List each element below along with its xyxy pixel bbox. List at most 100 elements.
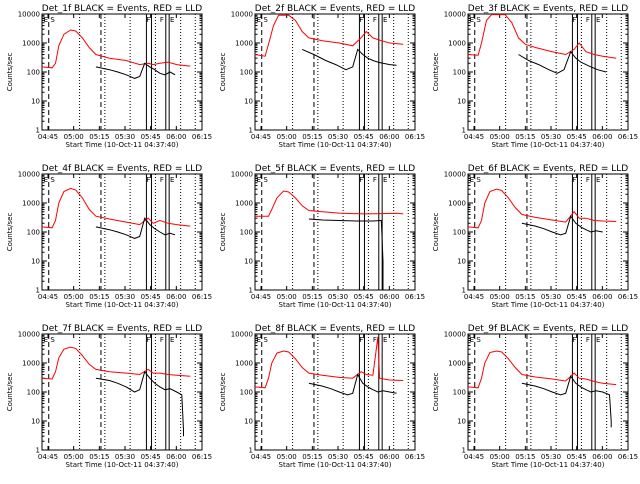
y-axis-label: Counts/sec — [432, 53, 440, 92]
time-marker-label: F — [160, 16, 164, 24]
time-marker-label: E — [470, 176, 474, 184]
time-marker-label: S — [476, 16, 481, 24]
time-marker-label: E — [257, 336, 261, 344]
y-tick-label: 1000 — [235, 200, 253, 208]
x-tick-label: 05:45 — [567, 293, 587, 301]
y-axis-label: Counts/sec — [219, 373, 227, 412]
x-axis-label: Start Time (10-Oct-11 04:37:40) — [66, 461, 179, 469]
y-tick-label: 10000 — [231, 331, 253, 339]
y-tick-label: 10 — [457, 418, 466, 426]
panel-3: Det_3f BLACK = Events, RED = LLD 1 10 100 10… — [432, 4, 638, 149]
x-tick-label: 05:30 — [541, 293, 561, 301]
y-tick-label: 1 — [36, 287, 40, 295]
x-axis-label: Start Time (10-Oct-11 04:37:40) — [279, 461, 392, 469]
y-tick-label: 10 — [244, 418, 253, 426]
panel-9: Det_9f BLACK = Events, RED = LLD 1 10 100 10… — [432, 324, 638, 469]
time-marker-label: E — [44, 336, 48, 344]
x-tick-label: 05:00 — [490, 133, 510, 141]
plot-frame — [254, 173, 416, 291]
panel-title: Det_6f BLACK = Events, RED = LLD — [468, 164, 628, 174]
panel-title: Det_1f BLACK = Events, RED = LLD — [42, 4, 202, 14]
x-tick-label: 06:00 — [379, 133, 399, 141]
events-series-line — [95, 370, 184, 437]
lld-series-line — [41, 187, 191, 229]
time-marker-label: F — [359, 336, 363, 344]
y-tick-label: 10 — [244, 98, 253, 106]
events-series-line — [521, 375, 612, 428]
y-tick-label: 1 — [36, 127, 40, 135]
x-tick-label: 04:45 — [251, 133, 271, 141]
y-tick-label: 1000 — [448, 200, 466, 208]
x-tick-label: 06:00 — [166, 453, 186, 461]
panel-title: Det_3f BLACK = Events, RED = LLD — [468, 4, 628, 14]
plot-frame — [254, 13, 416, 131]
lld-series-line — [467, 188, 617, 229]
time-marker-label: E — [383, 16, 387, 24]
x-tick-label: 05:30 — [115, 293, 135, 301]
x-tick-label: 05:45 — [567, 453, 587, 461]
x-tick-label: 05:30 — [328, 293, 348, 301]
y-tick-label: 10000 — [444, 171, 466, 179]
y-tick-label: 100 — [453, 229, 466, 237]
x-tick-label: 05:00 — [277, 133, 297, 141]
y-tick-label: 1000 — [22, 360, 40, 368]
x-tick-label: 04:45 — [251, 293, 271, 301]
y-tick-label: 1000 — [22, 200, 40, 208]
x-tick-label: 05:45 — [354, 293, 374, 301]
y-tick-label: 10 — [244, 258, 253, 266]
time-marker-label: F — [572, 16, 576, 24]
x-axis-label: Start Time (10-Oct-11 04:37:40) — [279, 141, 392, 149]
lld-series-line — [467, 350, 617, 389]
time-marker-label: F — [373, 176, 377, 184]
y-tick-label: 100 — [240, 389, 253, 397]
x-tick-label: 06:00 — [379, 293, 399, 301]
y-axis-label: Counts/sec — [6, 53, 14, 92]
y-tick-label: 10000 — [18, 171, 40, 179]
x-tick-label: 05:00 — [277, 293, 297, 301]
x-tick-label: 05:15 — [89, 453, 109, 461]
x-tick-label: 06:15 — [192, 133, 212, 141]
panel-title: Det_7f BLACK = Events, RED = LLD — [42, 324, 202, 334]
x-tick-label: 05:15 — [515, 453, 535, 461]
y-tick-label: 1 — [249, 127, 253, 135]
x-tick-label: 05:45 — [141, 453, 161, 461]
time-marker-label: F — [373, 16, 377, 24]
y-tick-label: 1000 — [235, 360, 253, 368]
x-tick-label: 05:00 — [277, 453, 297, 461]
x-tick-label: 06:15 — [192, 453, 212, 461]
x-tick-label: 05:15 — [302, 133, 322, 141]
y-tick-label: 1000 — [22, 40, 40, 48]
y-axis-label: Counts/sec — [432, 373, 440, 412]
x-tick-label: 04:45 — [464, 453, 484, 461]
x-tick-label: 05:15 — [89, 133, 109, 141]
x-axis-label: Start Time (10-Oct-11 04:37:40) — [492, 141, 605, 149]
x-tick-label: 06:15 — [618, 453, 638, 461]
time-marker-label: F — [572, 336, 576, 344]
y-tick-label: 1 — [249, 287, 253, 295]
time-marker-label: F — [160, 336, 164, 344]
x-tick-label: 05:30 — [115, 133, 135, 141]
x-axis-label: Start Time (10-Oct-11 04:37:40) — [492, 301, 605, 309]
x-tick-label: 06:15 — [405, 133, 425, 141]
x-tick-label: 06:15 — [618, 293, 638, 301]
x-tick-label: 05:00 — [64, 133, 84, 141]
y-tick-label: 10 — [31, 258, 40, 266]
panel-title: Det_8f BLACK = Events, RED = LLD — [255, 324, 415, 334]
x-tick-label: 05:45 — [141, 293, 161, 301]
y-tick-label: 10000 — [18, 331, 40, 339]
time-marker-label: F — [160, 176, 164, 184]
time-marker-label: E — [596, 176, 600, 184]
y-tick-label: 10 — [457, 258, 466, 266]
y-tick-label: 100 — [27, 69, 40, 77]
time-marker-label: F — [572, 176, 576, 184]
events-series-line — [95, 62, 176, 79]
time-marker-label: S — [50, 336, 55, 344]
x-tick-label: 05:45 — [354, 453, 374, 461]
x-tick-label: 05:00 — [64, 293, 84, 301]
y-axis-label: Counts/sec — [6, 373, 14, 412]
time-marker-label: E — [44, 176, 48, 184]
lld-series-line — [41, 346, 191, 380]
y-tick-label: 100 — [453, 389, 466, 397]
x-tick-label: 04:45 — [464, 293, 484, 301]
